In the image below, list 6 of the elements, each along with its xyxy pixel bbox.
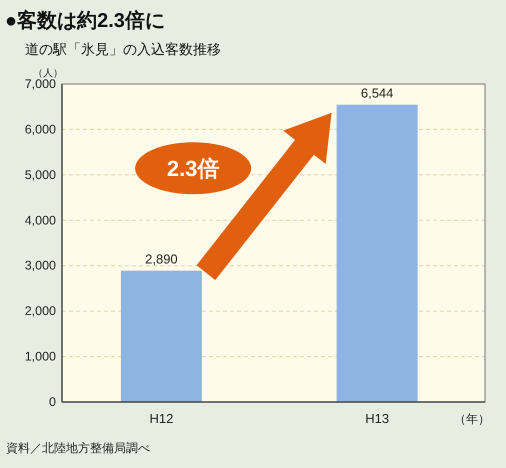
xlabel: （年） [454,412,490,426]
subtitle: 道の駅「氷見」の入込客数推移 [25,41,221,57]
ylabel: （人） [33,68,63,79]
title: ●客数は約2.3倍に [5,10,165,32]
annotation: 資料／北陸地方整備局調べ [6,441,150,455]
annotation: 2.3倍 [166,156,220,181]
